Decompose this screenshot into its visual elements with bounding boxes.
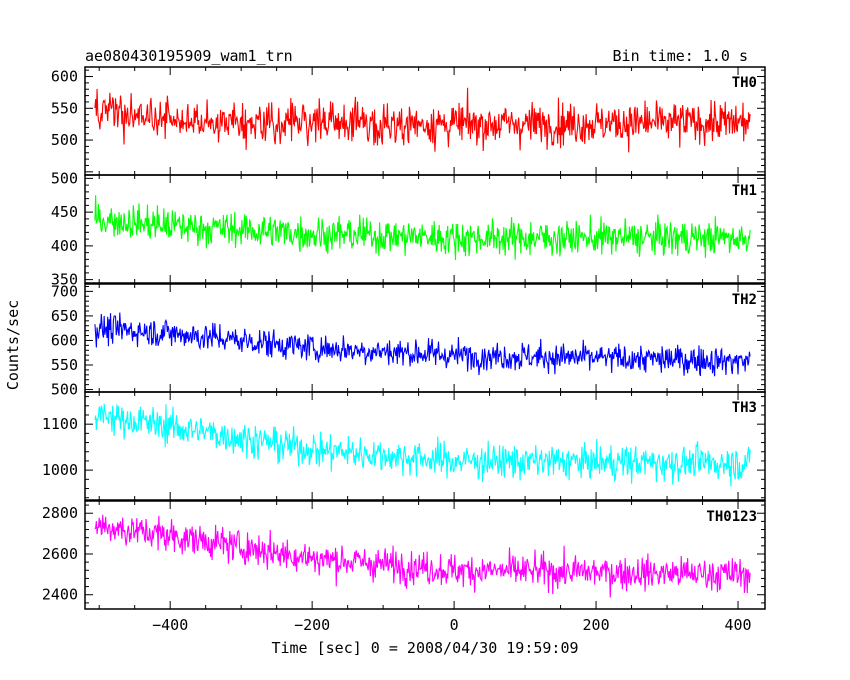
panel-label-th0123: TH0123 (706, 509, 757, 525)
series-line-th0 (94, 87, 751, 153)
x-tick-label: 0 (450, 616, 459, 634)
panel-label-th3: TH3 (732, 400, 757, 416)
panel-th2: 500 550 600 650 700 TH2 (51, 282, 766, 399)
y-tick-label: 2400 (42, 586, 78, 604)
y-tick-label: 550 (51, 356, 78, 374)
y-axis-label: Counts/sec (4, 300, 22, 390)
chart-title-left: ae080430195909_wam1_trn (85, 47, 293, 65)
chart-title-right: Bin time: 1.0 s (613, 47, 748, 65)
series-line-th1 (94, 195, 751, 260)
y-tick-label: 550 (51, 99, 78, 117)
x-tick-label: −200 (294, 616, 330, 634)
panel-frame (84, 500, 766, 610)
panel-th0: 500 550 600 TH0 (51, 66, 766, 176)
y-tick-label: 1100 (42, 415, 78, 433)
y-tick-label: 2600 (42, 545, 78, 563)
y-tick-label: 400 (51, 237, 78, 255)
x-axis-label: Time [sec] 0 = 2008/04/30 19:59:09 (271, 639, 578, 657)
x-tick-label: −400 (152, 616, 188, 634)
panel-th0123: 2400 2600 2800 TH0123 (42, 500, 766, 610)
x-tick-label: 400 (724, 616, 751, 634)
series-line-th0123 (94, 514, 751, 598)
y-tick-label: 450 (51, 203, 78, 221)
panels-group: 500 550 600 TH0 350 400 450 500 TH1 500 550 600 650 7… (42, 66, 766, 610)
series-line-th2 (94, 312, 751, 377)
y-tick-label: 600 (51, 331, 78, 349)
y-tick-label: 500 (51, 131, 78, 149)
panel-th1: 350 400 450 500 TH1 (51, 169, 766, 289)
y-tick-label: 2800 (42, 504, 78, 522)
y-tick-label: 500 (51, 169, 78, 187)
x-tick-label: 200 (583, 616, 610, 634)
x-axis-tick-labels: −400 −200 0 200 400 (152, 616, 751, 634)
y-tick-label: 600 (51, 68, 78, 86)
y-tick-label: 350 (51, 271, 78, 289)
panel-label-th2: TH2 (732, 292, 757, 308)
panel-th3: 1000 1100 TH3 (42, 391, 766, 501)
y-tick-label: 1000 (42, 461, 78, 479)
panel-frame (84, 174, 766, 284)
panel-label-th0: TH0 (732, 75, 757, 91)
y-tick-label: 700 (51, 282, 78, 300)
y-tick-label: 650 (51, 307, 78, 325)
panel-frame (84, 391, 766, 501)
series-line-th3 (94, 403, 751, 487)
y-tick-label: 500 (51, 381, 78, 399)
panel-label-th1: TH1 (732, 183, 757, 199)
